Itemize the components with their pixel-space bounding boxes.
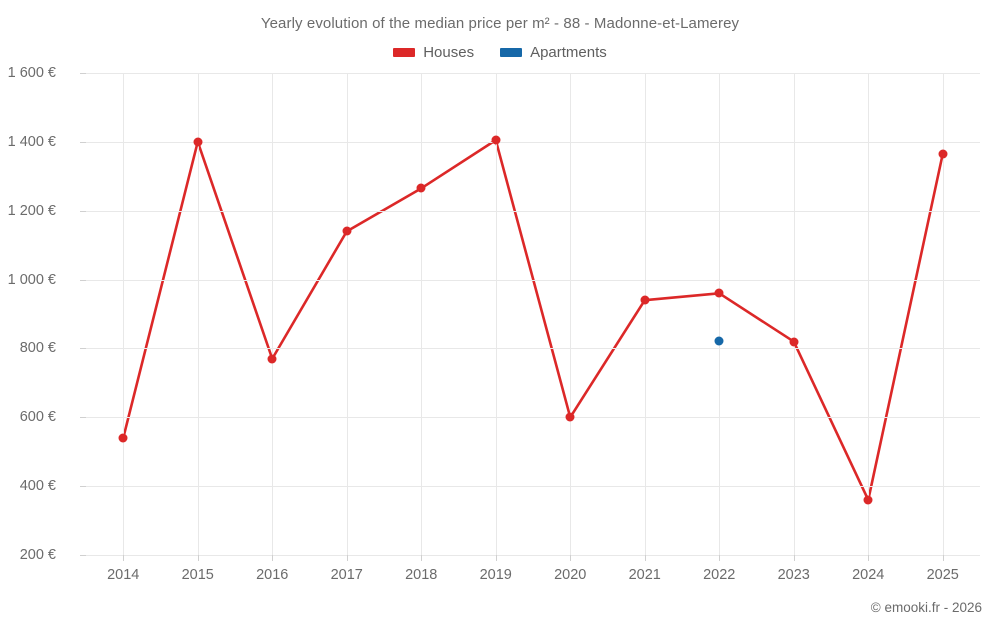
x-gridline — [346, 73, 348, 555]
x-gridline — [868, 73, 870, 555]
x-axis-tick-label: 2017 — [330, 567, 363, 583]
x-tick-mark — [495, 555, 497, 561]
y-gridline — [86, 348, 980, 350]
legend-item-houses[interactable]: Houses — [393, 44, 474, 61]
x-axis-tick-label: 2018 — [405, 567, 438, 583]
x-tick-mark — [570, 555, 572, 561]
y-axis-tick-label: 1 000 € — [7, 271, 56, 288]
x-tick-mark — [793, 555, 795, 561]
x-gridline — [719, 73, 721, 555]
data-point[interactable] — [789, 337, 799, 347]
y-gridline — [86, 279, 980, 281]
y-axis-tick-label: 800 € — [19, 340, 56, 357]
data-point[interactable] — [565, 412, 575, 422]
x-tick-mark — [719, 555, 721, 561]
legend-item-apartments[interactable]: Apartments — [500, 44, 607, 61]
legend-swatch-apartments — [500, 48, 523, 57]
y-axis-tick-label: 1 600 € — [7, 65, 56, 81]
data-point[interactable] — [416, 183, 426, 193]
x-tick-mark — [942, 555, 944, 561]
series-line-houses — [121, 138, 945, 502]
legend-label-houses: Houses — [423, 44, 475, 61]
x-axis-tick-label: 2022 — [703, 567, 736, 583]
data-point[interactable] — [491, 135, 501, 145]
y-tick-mark — [80, 348, 86, 350]
data-point[interactable] — [342, 226, 352, 236]
footer-credit: © emooki.fr - 2026 — [870, 600, 982, 615]
data-point[interactable] — [193, 137, 203, 147]
x-gridline — [197, 73, 199, 555]
x-gridline — [421, 73, 423, 555]
y-axis-tick-label: 1 200 € — [7, 202, 56, 219]
data-point[interactable] — [863, 495, 873, 505]
x-axis-tick-label: 2014 — [107, 567, 140, 583]
legend-label-apartments: Apartments — [530, 44, 607, 61]
x-tick-mark — [346, 555, 348, 561]
x-axis-tick-label: 2015 — [181, 567, 214, 583]
data-point[interactable] — [714, 336, 724, 346]
x-tick-mark — [123, 555, 125, 561]
y-axis-tick-label: 600 € — [19, 409, 56, 426]
data-point[interactable] — [714, 288, 724, 298]
x-axis-tick-label: 2025 — [926, 567, 959, 583]
series-lines — [121, 138, 945, 502]
y-gridline — [86, 141, 980, 143]
x-axis-tick-label: 2016 — [256, 567, 289, 583]
x-axis-tick-label: 2024 — [852, 567, 885, 583]
chart-legend: Houses Apartments — [0, 44, 1000, 61]
y-gridline — [86, 555, 980, 556]
x-gridline — [495, 73, 497, 555]
y-tick-mark — [80, 486, 86, 488]
x-gridline — [942, 73, 944, 555]
x-gridline — [644, 73, 646, 555]
plot-area: 200 € 400 € 600 € 800 € 1 000 € 1 200 € 1 400 … — [8, 65, 980, 583]
x-gridline — [123, 73, 125, 555]
legend-swatch-houses — [393, 48, 416, 57]
y-tick-mark — [80, 555, 86, 556]
x-gridline — [272, 73, 274, 555]
y-tick-mark — [80, 279, 86, 281]
x-tick-mark — [421, 555, 423, 561]
y-axis-tick-label: 200 € — [19, 547, 56, 563]
data-point[interactable] — [118, 433, 128, 443]
chart-title: Yearly evolution of the median price per… — [260, 15, 740, 32]
y-gridline — [86, 486, 980, 488]
y-tick-mark — [80, 417, 86, 419]
x-tick-mark — [644, 555, 646, 561]
data-point[interactable] — [267, 354, 277, 364]
x-tick-mark — [868, 555, 870, 561]
x-axis-tick-label: 2023 — [777, 567, 810, 583]
y-gridline — [86, 73, 980, 74]
data-point[interactable] — [640, 295, 650, 305]
x-axis-tick-label: 2021 — [628, 567, 661, 583]
x-tick-mark — [197, 555, 199, 561]
y-tick-mark — [80, 210, 86, 212]
data-point[interactable] — [938, 149, 948, 159]
x-gridline — [570, 73, 572, 555]
x-axis-tick-label: 2019 — [479, 567, 512, 583]
x-gridline — [793, 73, 795, 555]
y-gridline — [86, 417, 980, 419]
x-axis-tick-label: 2020 — [554, 567, 587, 583]
x-tick-mark — [272, 555, 274, 561]
y-axis-tick-label: 1 400 € — [7, 133, 56, 150]
y-gridline — [86, 210, 980, 212]
y-tick-mark — [80, 73, 86, 74]
y-tick-mark — [80, 141, 86, 143]
y-axis-tick-label: 400 € — [19, 478, 56, 495]
